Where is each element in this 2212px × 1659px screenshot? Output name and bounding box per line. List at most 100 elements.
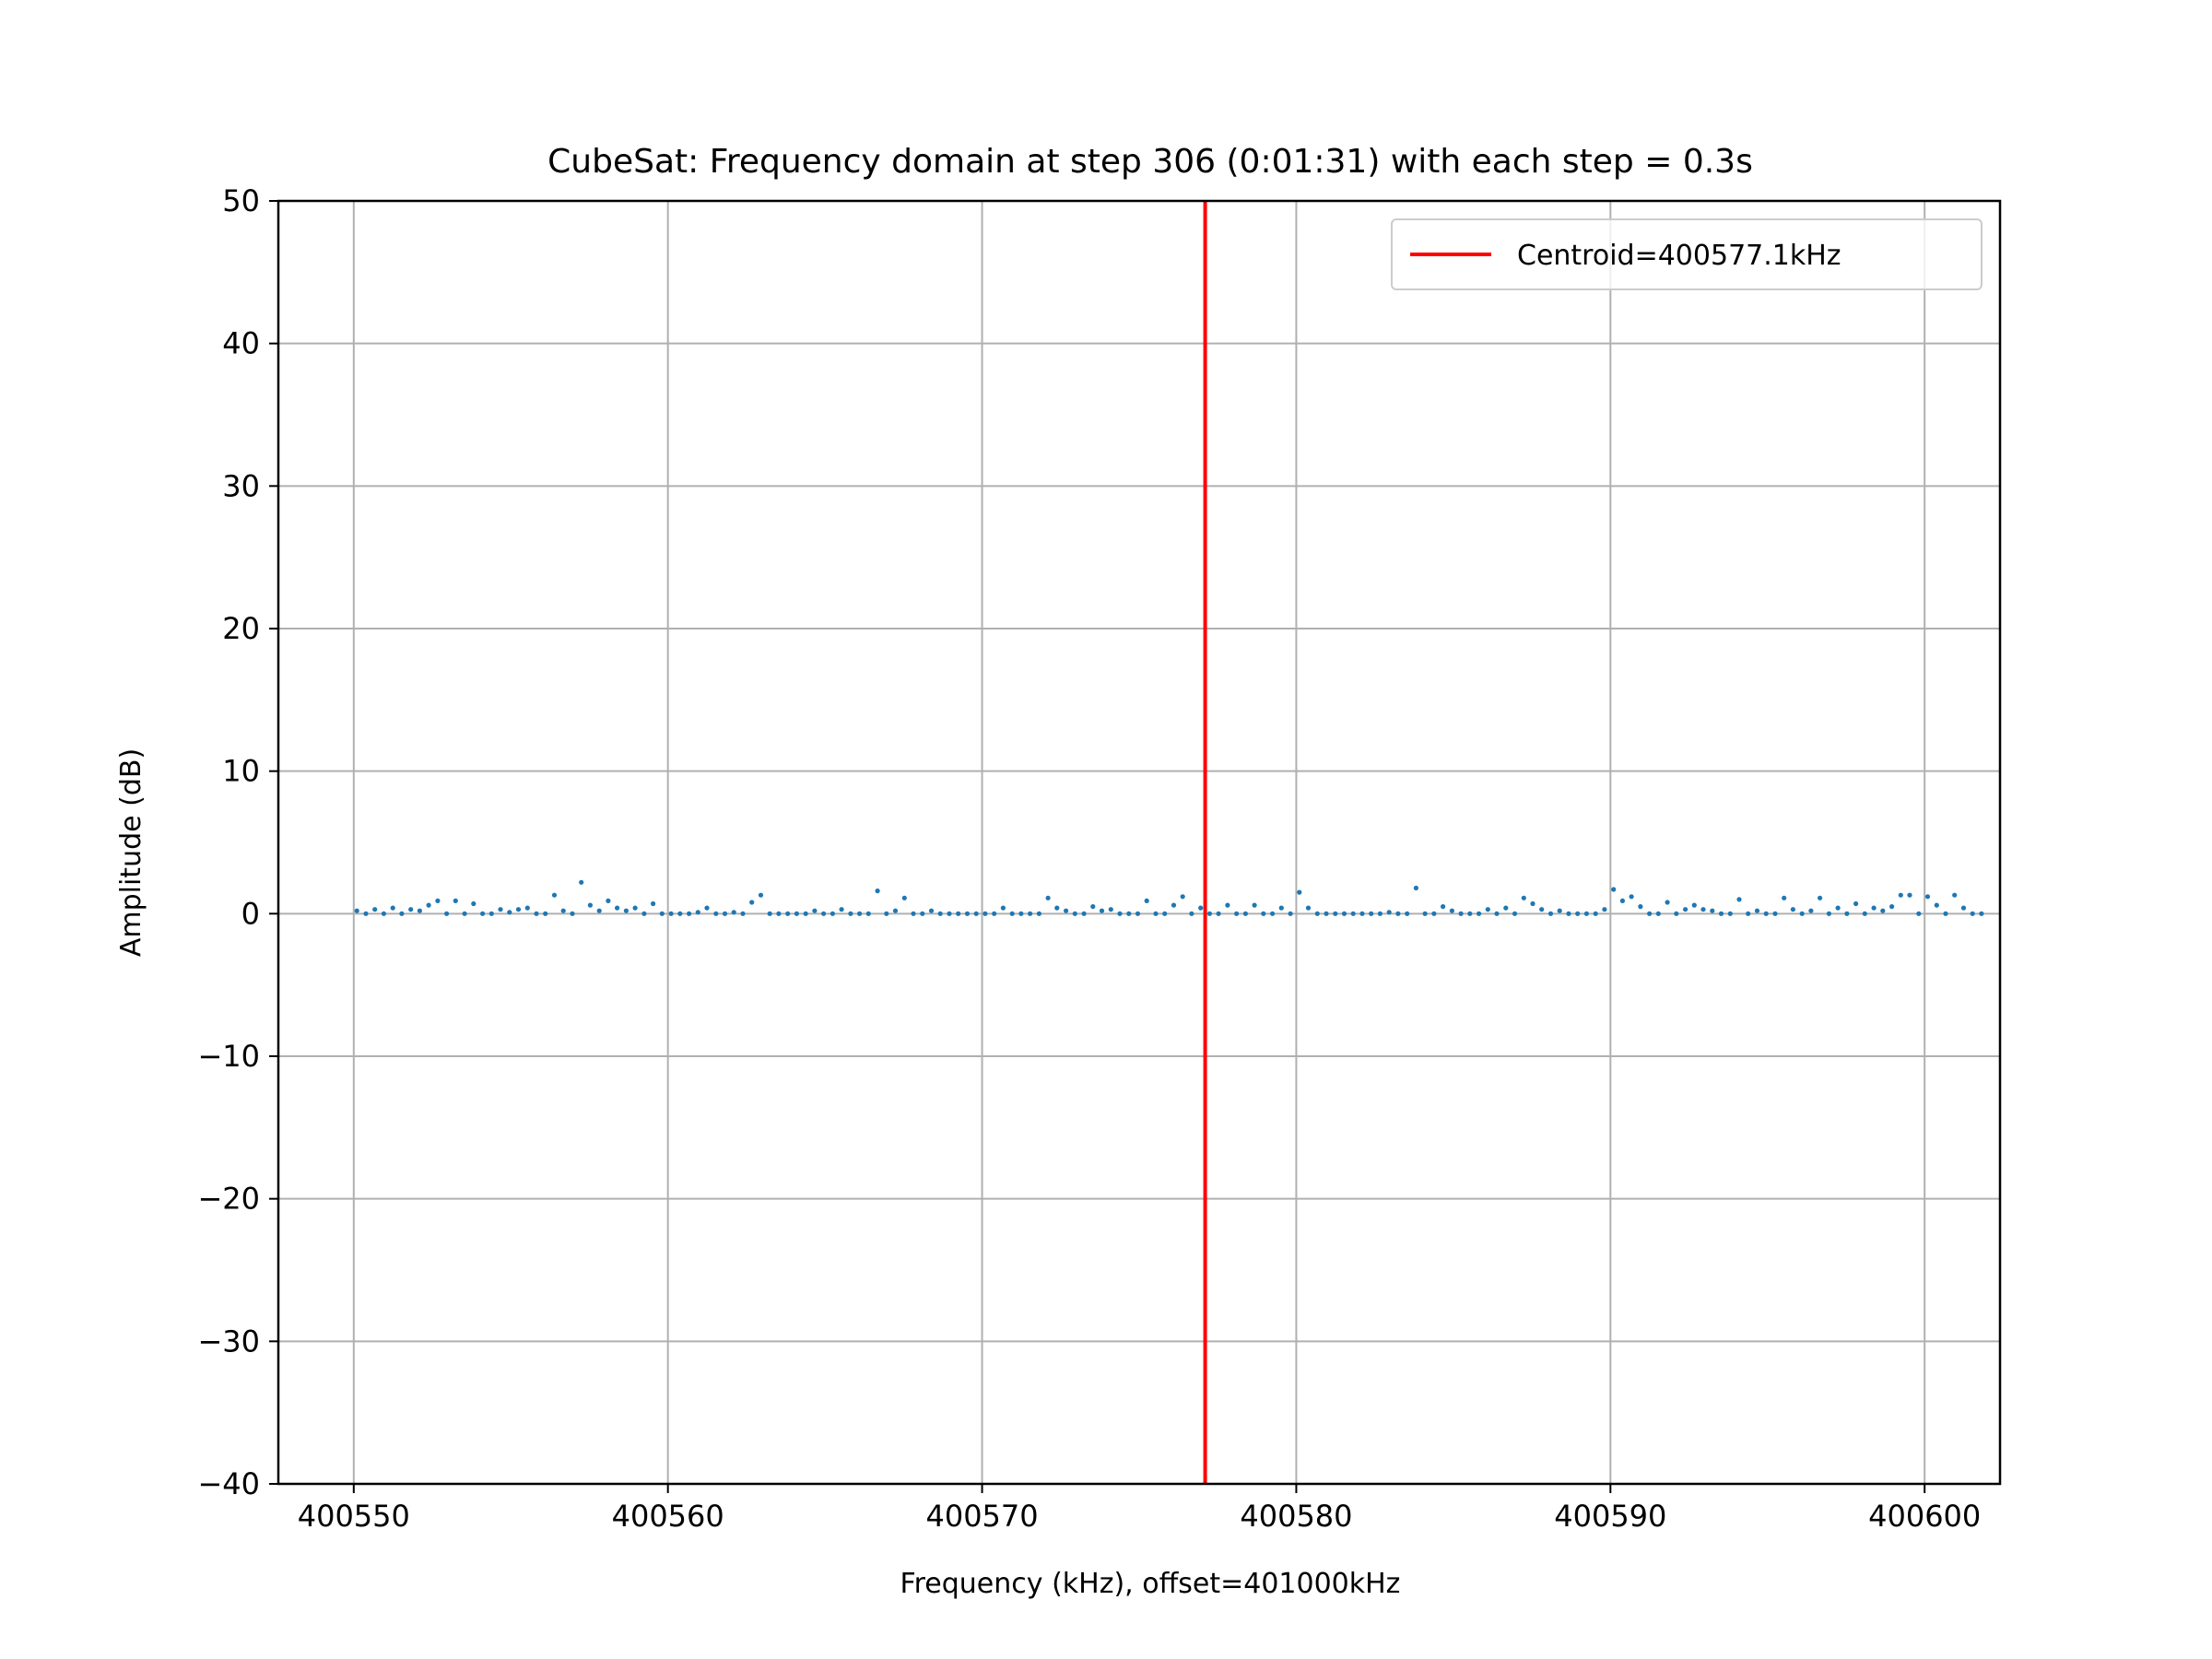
data-point <box>1593 911 1598 916</box>
data-point <box>1530 900 1535 907</box>
legend-box <box>1391 218 1983 290</box>
data-point <box>1512 911 1518 916</box>
data-point <box>1898 892 1903 898</box>
data-point <box>1619 898 1625 904</box>
data-point <box>1710 908 1715 913</box>
data-point <box>1242 911 1248 916</box>
data-point <box>632 905 638 911</box>
data-point <box>524 905 530 911</box>
data-point <box>1305 905 1312 911</box>
data-point <box>1521 895 1526 900</box>
data-point <box>901 895 907 900</box>
data-point <box>1000 905 1006 911</box>
data-point <box>1386 910 1392 915</box>
data-point <box>1952 892 1958 898</box>
data-point <box>1431 911 1437 916</box>
data-point <box>1889 904 1895 910</box>
data-point <box>1862 911 1867 916</box>
data-point <box>973 911 979 916</box>
data-point <box>1763 911 1769 916</box>
data-point <box>713 911 719 916</box>
x-tick-label: 400560 <box>612 1499 724 1534</box>
y-tick-label: 10 <box>222 754 260 789</box>
data-point <box>1826 911 1831 916</box>
data-point <box>1333 911 1338 916</box>
data-point <box>722 911 728 916</box>
data-point <box>1090 904 1096 910</box>
data-point <box>435 898 441 904</box>
data-point <box>1341 911 1347 916</box>
data-point <box>776 911 782 916</box>
data-point <box>812 908 818 913</box>
data-point <box>1736 897 1742 902</box>
data-point <box>551 892 558 898</box>
data-point <box>1782 895 1787 900</box>
data-point <box>1691 902 1697 908</box>
y-tick-label: −20 <box>197 1182 260 1217</box>
data-point <box>560 908 566 913</box>
data-point <box>372 907 378 912</box>
data-point <box>749 900 755 905</box>
data-point <box>1028 911 1033 916</box>
data-point <box>615 905 620 911</box>
data-point <box>1297 889 1302 895</box>
data-point <box>1700 907 1706 912</box>
grid-lines <box>278 200 2000 1485</box>
data-point <box>911 911 916 916</box>
data-point <box>803 911 808 916</box>
data-point <box>884 911 889 916</box>
data-point <box>1099 908 1105 913</box>
data-point <box>1772 911 1778 916</box>
data-point <box>695 910 700 915</box>
data-point <box>1234 911 1240 916</box>
data-point <box>1225 902 1230 908</box>
data-point <box>1018 911 1024 916</box>
data-point <box>1970 911 1975 916</box>
data-point <box>390 905 395 911</box>
data-point <box>704 905 710 911</box>
data-point <box>417 908 422 913</box>
data-point <box>1566 911 1571 916</box>
data-point <box>1924 894 1931 900</box>
data-points <box>354 879 1984 916</box>
data-point <box>865 911 871 916</box>
data-point <box>1979 911 1984 916</box>
data-point <box>1547 911 1554 916</box>
data-point <box>1835 905 1841 911</box>
y-tick-label: 40 <box>222 326 260 361</box>
data-point <box>1441 904 1446 910</box>
data-point <box>857 911 863 916</box>
data-point <box>606 898 611 904</box>
data-point <box>363 911 369 916</box>
data-point <box>1135 911 1141 916</box>
data-point <box>1216 911 1221 916</box>
data-point <box>767 911 772 916</box>
data-point <box>964 911 971 916</box>
data-point <box>1072 911 1077 916</box>
data-point <box>1808 908 1814 913</box>
data-point <box>1054 905 1060 911</box>
data-point <box>1081 911 1087 916</box>
data-point <box>1790 907 1795 912</box>
data-point <box>1206 911 1212 916</box>
data-point <box>830 911 836 916</box>
plot-frame <box>276 199 2002 1486</box>
data-point <box>543 911 548 916</box>
data-point <box>785 911 791 916</box>
data-point <box>444 911 450 916</box>
data-point <box>1189 911 1194 916</box>
data-point <box>1377 911 1382 916</box>
data-point <box>1198 905 1204 911</box>
data-point <box>1674 911 1679 916</box>
data-point <box>1503 905 1509 911</box>
data-point <box>1324 911 1329 916</box>
data-point <box>1458 911 1464 916</box>
data-point <box>1045 895 1051 900</box>
data-point <box>1108 907 1113 912</box>
data-point <box>587 902 594 908</box>
data-point <box>1539 907 1545 912</box>
data-point <box>1467 911 1473 916</box>
data-point <box>1647 911 1653 916</box>
y-tick-label: −30 <box>197 1324 260 1359</box>
data-point <box>875 888 880 894</box>
